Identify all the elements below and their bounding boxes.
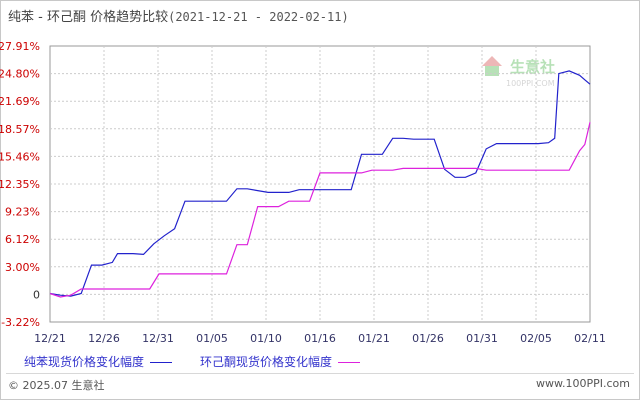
legend-label-benzene: 纯苯现货价格变化幅度: [24, 355, 145, 369]
x-tick-label: 12/26: [88, 332, 120, 345]
x-tick-label: 02/05: [520, 332, 552, 345]
series-line-benzene: [49, 70, 591, 297]
y-tick-label: 6.12%: [5, 233, 40, 246]
x-tick-label: 01/21: [358, 332, 390, 345]
x-tick-label: 12/21: [34, 332, 66, 345]
watermark: 生意社 100PPI.COM: [482, 56, 555, 88]
y-tick-label: 24.80%: [0, 68, 40, 81]
y-tick-label: 21.69%: [0, 95, 40, 108]
chart-title-range: (2021-12-21 - 2022-02-11): [168, 10, 349, 24]
legend-item-benzene: 纯苯现货价格变化幅度: [24, 353, 173, 370]
x-tick-label: 01/05: [196, 332, 228, 345]
legend-swatch-cyclohexanone: [338, 362, 361, 363]
series-line-cyclohexanone: [49, 122, 591, 298]
watermark-logo-roof-icon: [482, 56, 502, 66]
watermark-logo-house-icon: [485, 66, 499, 76]
chart-title-main: 纯苯 - 环己酮 价格趋势比较: [8, 10, 169, 25]
y-tick-label: 15.46%: [0, 150, 40, 163]
y-tick-label: -3.22%: [1, 316, 40, 329]
watermark-en-text: 100PPI.COM: [506, 79, 555, 88]
x-tick-label: 01/16: [304, 332, 336, 345]
x-tick-label: 01/10: [250, 332, 282, 345]
footer-divider: [6, 373, 634, 374]
y-tick-label: 0: [33, 288, 40, 301]
x-tick-label: 12/31: [142, 332, 174, 345]
chart-title: 纯苯 - 环己酮 价格趋势比较(2021-12-21 - 2022-02-11): [8, 6, 349, 25]
footer-copyright: © 2025.07 生意社: [8, 379, 105, 392]
legend-swatch-benzene: [150, 362, 173, 363]
y-tick-label: 18.57%: [0, 123, 40, 136]
y-tick-label: 27.91%: [0, 40, 40, 53]
legend-label-cyclohexanone: 环己酮现货价格变化幅度: [200, 355, 333, 369]
x-tick-label: 01/31: [466, 332, 498, 345]
x-tick-label: 01/26: [412, 332, 444, 345]
y-tick-label: 3.00%: [5, 261, 40, 274]
y-tick-label: 12.35%: [0, 178, 40, 191]
y-tick-label: 9.23%: [5, 206, 40, 219]
watermark-cn-text: 生意社: [510, 58, 555, 76]
x-tick-label: 02/11: [574, 332, 606, 345]
footer-url[interactable]: www.100PPI.com: [536, 377, 630, 390]
legend-item-cyclohexanone: 环己酮现货价格变化幅度: [200, 353, 361, 370]
